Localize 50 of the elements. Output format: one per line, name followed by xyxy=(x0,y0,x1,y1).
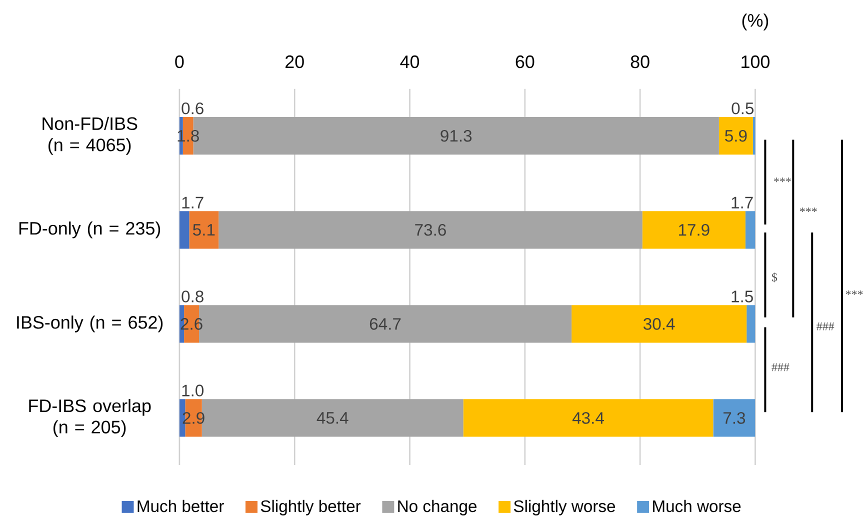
data-label: 5.9 xyxy=(725,130,747,142)
bar xyxy=(218,211,642,249)
x-tick-label: 80 xyxy=(630,55,650,68)
text: *** xyxy=(774,178,791,182)
x-tick-label: 100 xyxy=(742,55,770,68)
bar xyxy=(189,211,219,249)
data-label: 1.7 xyxy=(732,196,753,208)
text: ### xyxy=(772,363,790,372)
data-label: 0.6 xyxy=(182,102,204,114)
legend-label: Much better xyxy=(138,500,224,512)
data-label: 91.3 xyxy=(440,130,472,142)
legend-label: Much worse xyxy=(653,500,741,512)
y-tick-label: FD-only (n = 235) xyxy=(19,222,160,238)
data-label: 17.9 xyxy=(679,224,710,236)
data-label: 30.4 xyxy=(644,318,675,330)
legend-label: Slightly worse xyxy=(514,500,616,516)
data-label: 1.8 xyxy=(178,130,199,142)
bar xyxy=(718,117,753,155)
bar xyxy=(642,211,746,249)
y-tick-label: FD-IBS overlap (n = 205) xyxy=(29,399,151,438)
bar xyxy=(745,211,756,249)
text: ### xyxy=(816,322,834,330)
data-label: 5.1 xyxy=(193,224,215,236)
y-tick-label: Non-FD/IBS (n = 4065) xyxy=(42,116,138,155)
data-label: 43.4 xyxy=(572,412,604,424)
y-tick-label: IBS-only (n = 652) xyxy=(17,316,163,332)
bar xyxy=(746,305,756,343)
x-axis-title: (%) xyxy=(742,14,768,30)
legend-label: Slightly better xyxy=(260,500,361,516)
text: *** xyxy=(846,290,863,295)
data-label: 7.3 xyxy=(724,412,746,424)
x-tick-label: 40 xyxy=(400,55,420,68)
legend-label: No change xyxy=(398,500,477,516)
data-label: 0.5 xyxy=(732,102,754,114)
x-tick-label: 60 xyxy=(516,55,534,68)
bar xyxy=(463,399,714,437)
data-label: 1.0 xyxy=(182,384,204,396)
x-tick-label: 0 xyxy=(175,55,184,68)
text: *** xyxy=(800,208,817,212)
text: $ xyxy=(772,272,778,282)
x-tick-label: 20 xyxy=(286,55,304,68)
bar xyxy=(179,211,190,249)
bar xyxy=(713,399,756,437)
data-label: 64.7 xyxy=(370,318,401,330)
data-label: 1.5 xyxy=(732,290,753,302)
bar xyxy=(572,305,747,343)
data-label: 73.6 xyxy=(415,224,446,236)
data-label: 0.8 xyxy=(182,290,204,302)
data-label: 45.4 xyxy=(316,412,348,424)
data-label: 1.7 xyxy=(182,196,204,208)
